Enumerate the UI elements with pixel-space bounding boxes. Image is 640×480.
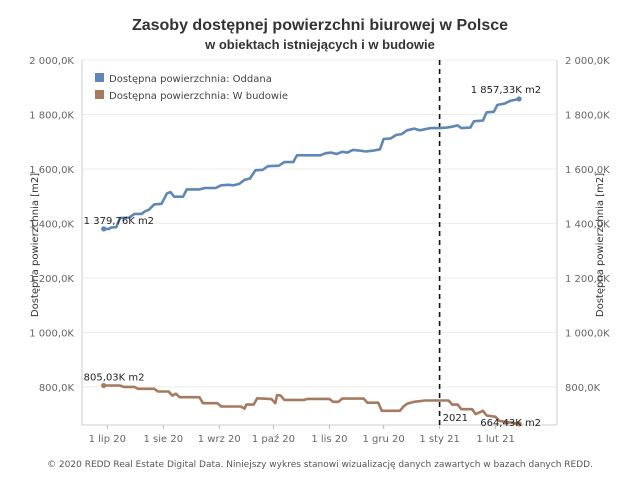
y-tick-label-right: 1 400,0K [565,219,610,230]
axes: 800,0K 800,0K 1 000,0K 1 000,0K 1 200,0K 1 20… [29,56,610,445]
legend-swatch-oddana [95,73,104,82]
y-tick-label-right: 1 200,0K [565,274,610,285]
series-line-oddana [102,97,521,231]
y-tick-label-right: 2 000,0K [565,56,610,67]
y-axis-title-left: Dostępna powierzchnia [m2] [30,173,41,317]
y-tick-label-right: 800,0K [565,383,601,394]
y-tick-label-left: 2 000,0K [29,56,74,67]
legend[interactable]: Dostępna powierzchnia: Oddana Dostępna p… [95,73,288,102]
y-tick-label-right: 1 000,0K [565,328,610,339]
chart-subtitle: w obiektach istniejących i w budowie [204,37,435,52]
x-tick-label: 1 wrz 20 [198,434,241,445]
x-tick-label: 1 lis 20 [311,434,347,445]
x-tick-label: 1 sty 21 [419,434,460,445]
y-tick-label-left: 1 800,0K [29,110,74,121]
gridlines [82,59,557,388]
annotations: 1 379,76K m2 1 857,33K m2 805,03K m2 664,43… [84,85,541,429]
x-tick-label: 1 sie 20 [143,434,183,445]
legend-label-w-budowie: Dostępna powierzchnia: W budowie [109,91,288,102]
end-value-label-oddana: 1 857,33K m2 [471,85,541,96]
legend-swatch-w-budowie [95,90,104,99]
reference-line-group: 2021 [438,60,468,425]
series-line-w-budowie [102,384,521,426]
x-tick-label: 1 gru 20 [362,434,404,445]
start-value-label-oddana: 1 379,76K m2 [84,216,154,227]
x-tick-label: 1 lip 20 [89,434,126,445]
footer-copyright: © 2020 REDD Real Estate Digital Data. Ni… [47,460,593,470]
y-tick-label-left: 1 400,0K [29,219,74,230]
end-value-label-w-budowie: 664,43K m2 [480,418,541,429]
chart-title: Zasoby dostępnej powierzchni biurowej w … [132,17,508,34]
y-tick-label-right: 1 600,0K [565,165,610,176]
y-tick-label-left: 1 200,0K [29,274,74,285]
series-end-point-w-budowie [516,421,522,427]
x-tick-label: 1 paź 20 [252,433,295,445]
series-group [101,96,522,427]
y-tick-label-left: 800,0K [39,383,75,394]
start-value-label-w-budowie: 805,03K m2 [84,373,145,384]
reference-line-label: 2021 [443,413,468,424]
legend-label-oddana: Dostępna powierzchnia: Oddana [109,74,272,85]
series-start-point-oddana [101,226,107,232]
series-end-point-oddana [516,96,522,102]
y-tick-label-left: 1 000,0K [29,328,74,339]
x-tick-label: 1 lut 21 [476,434,514,445]
series-start-point-w-budowie [101,382,107,389]
y-tick-label-right: 1 800,0K [565,110,610,121]
y-axis-title-right: Dostępna powierzchnia [m2] [595,173,606,317]
y-tick-label-left: 1 600,0K [29,165,74,176]
